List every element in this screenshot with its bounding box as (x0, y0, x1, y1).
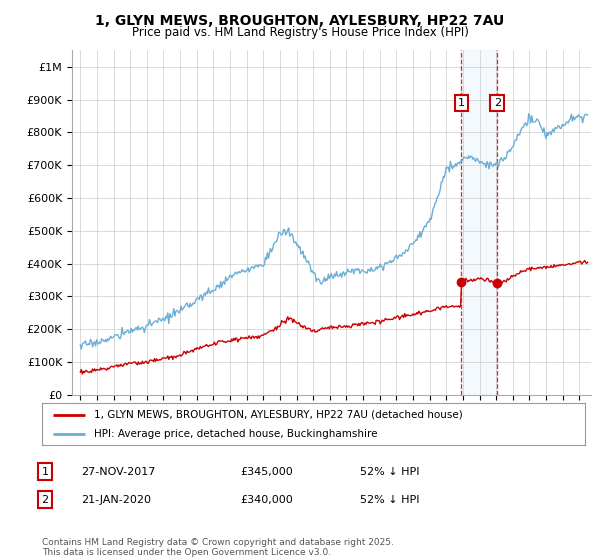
Text: Contains HM Land Registry data © Crown copyright and database right 2025.
This d: Contains HM Land Registry data © Crown c… (42, 538, 394, 557)
Text: 2: 2 (494, 98, 501, 108)
Text: 21-JAN-2020: 21-JAN-2020 (81, 494, 151, 505)
Text: 52% ↓ HPI: 52% ↓ HPI (360, 494, 419, 505)
Text: £340,000: £340,000 (240, 494, 293, 505)
Text: 2: 2 (41, 494, 49, 505)
Text: 52% ↓ HPI: 52% ↓ HPI (360, 466, 419, 477)
Text: £345,000: £345,000 (240, 466, 293, 477)
Text: 1, GLYN MEWS, BROUGHTON, AYLESBURY, HP22 7AU: 1, GLYN MEWS, BROUGHTON, AYLESBURY, HP22… (95, 14, 505, 28)
Text: 1: 1 (458, 98, 465, 108)
Bar (461, 50, 497, 395)
Text: 1, GLYN MEWS, BROUGHTON, AYLESBURY, HP22 7AU (detached house): 1, GLYN MEWS, BROUGHTON, AYLESBURY, HP22… (94, 409, 463, 419)
Text: 1: 1 (41, 466, 49, 477)
Text: HPI: Average price, detached house, Buckinghamshire: HPI: Average price, detached house, Buck… (94, 429, 377, 439)
Text: Price paid vs. HM Land Registry's House Price Index (HPI): Price paid vs. HM Land Registry's House … (131, 26, 469, 39)
Text: 27-NOV-2017: 27-NOV-2017 (81, 466, 155, 477)
